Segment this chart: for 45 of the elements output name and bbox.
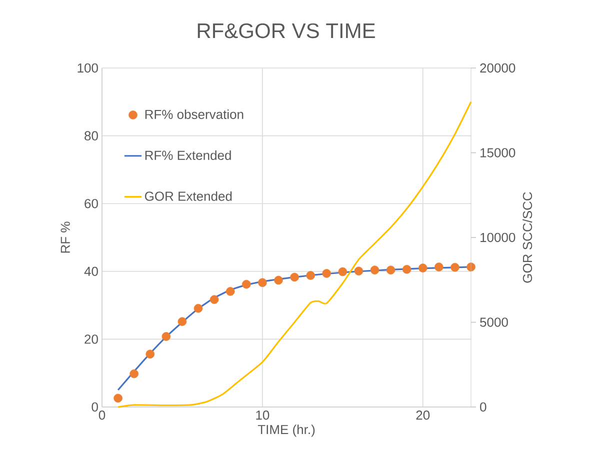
y-tick-label: 20	[84, 334, 98, 344]
point	[194, 304, 203, 313]
point	[242, 280, 251, 289]
point	[162, 332, 171, 341]
y2-tick-label: 15000	[480, 148, 516, 158]
y-tick-label: 80	[84, 131, 98, 140]
point	[434, 262, 444, 272]
line-series	[117, 101, 472, 408]
point	[418, 264, 428, 272]
y-tick-label: 0	[92, 402, 98, 412]
y-tick-label: 60	[84, 198, 98, 208]
y2-tick-label: 0	[480, 402, 486, 412]
y2-tick-label: 20000	[480, 63, 516, 73]
point	[114, 394, 122, 403]
x-tick-label: 20	[416, 410, 430, 420]
point	[290, 272, 299, 282]
point	[370, 266, 380, 274]
point	[130, 369, 138, 378]
y2-tick-label: 5000	[480, 318, 508, 327]
x-axis-title: TIME (hr.)	[258, 424, 315, 437]
x-tick-label: 10	[256, 410, 270, 420]
point	[322, 269, 332, 278]
y2-axis-title: GOR SCC/SCC	[522, 192, 532, 283]
legend-label: RF% Extended	[145, 150, 231, 160]
chart-title: RF&GOR VS TIME	[198, 23, 375, 38]
point	[338, 267, 348, 276]
y-axis-title: RF %	[60, 222, 70, 253]
point	[210, 295, 219, 304]
point	[402, 264, 412, 274]
point	[146, 350, 155, 358]
x-tick-label: 0	[98, 410, 106, 420]
legend-label: GOR Extended	[144, 191, 232, 201]
point	[450, 262, 460, 272]
legend-label: RF% observation	[145, 109, 244, 120]
point	[354, 266, 364, 276]
point	[274, 276, 283, 285]
point	[258, 278, 267, 287]
y-tick-label: 100	[78, 63, 98, 73]
point	[466, 262, 476, 272]
y2-tick-label: 10000	[480, 232, 516, 242]
y-tick-label: 40	[84, 266, 98, 276]
point	[306, 271, 315, 280]
point	[226, 286, 235, 296]
point	[178, 317, 187, 326]
point	[386, 266, 396, 274]
